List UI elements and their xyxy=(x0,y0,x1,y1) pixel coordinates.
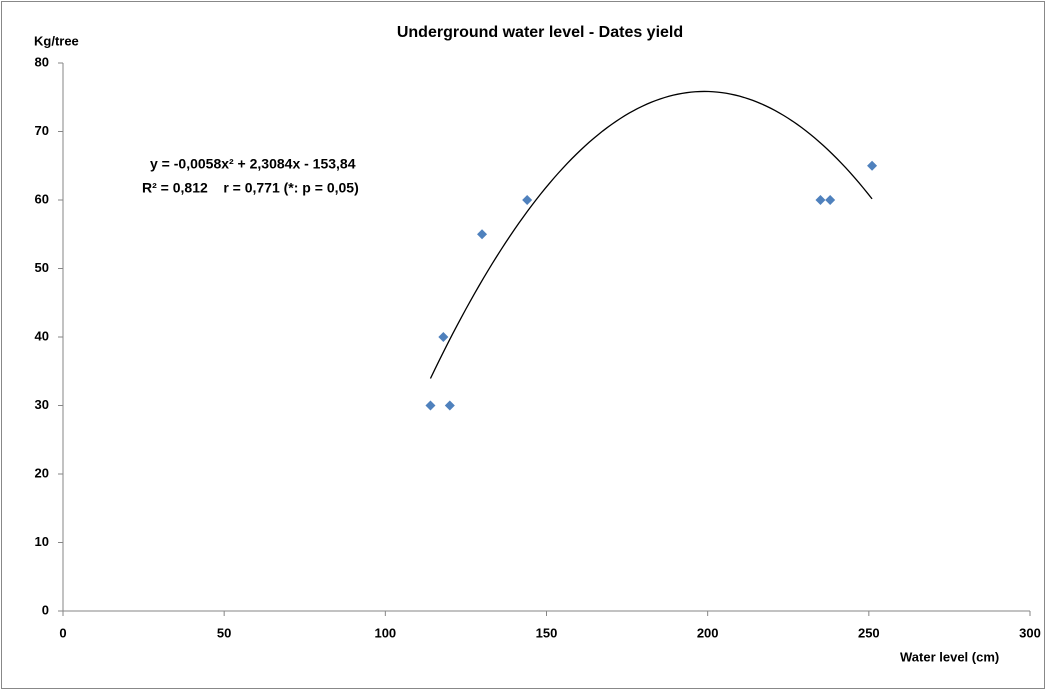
data-point xyxy=(522,195,533,205)
x-axis-label: Water level (cm) xyxy=(900,649,999,664)
data-point xyxy=(477,229,488,240)
trend-stats: R² = 0,812 r = 0,771 (*: p = 0,05) xyxy=(142,180,359,196)
x-tick-label: 100 xyxy=(374,625,396,640)
y-tick-label: 50 xyxy=(35,260,49,275)
chart-title: Underground water level - Dates yield xyxy=(397,24,683,41)
data-point xyxy=(867,160,878,171)
data-point xyxy=(438,332,449,342)
y-tick-label: 70 xyxy=(35,123,49,138)
y-tick-label: 80 xyxy=(35,54,49,69)
y-tick-label: 20 xyxy=(35,465,49,480)
y-tick-label: 30 xyxy=(35,397,49,412)
trend-equation: y = -0,0058x² + 2,3084x - 153,84 xyxy=(150,156,356,172)
y-axis-label: Kg/tree xyxy=(34,33,79,48)
x-tick-label: 300 xyxy=(1019,625,1041,640)
x-tick-label: 0 xyxy=(59,625,66,640)
y-tick-label: 10 xyxy=(35,534,49,549)
trendline xyxy=(429,90,873,379)
data-point xyxy=(425,400,436,411)
y-tick-label: 40 xyxy=(35,328,49,343)
data-point xyxy=(825,195,836,205)
y-tick-label: 60 xyxy=(35,191,49,206)
y-tick-label: 0 xyxy=(42,602,49,617)
data-point xyxy=(444,400,455,411)
data-point xyxy=(815,195,826,205)
x-tick-label: 50 xyxy=(217,625,231,640)
x-tick-label: 200 xyxy=(697,625,719,640)
x-tick-label: 250 xyxy=(858,625,880,640)
x-tick-label: 150 xyxy=(536,625,558,640)
